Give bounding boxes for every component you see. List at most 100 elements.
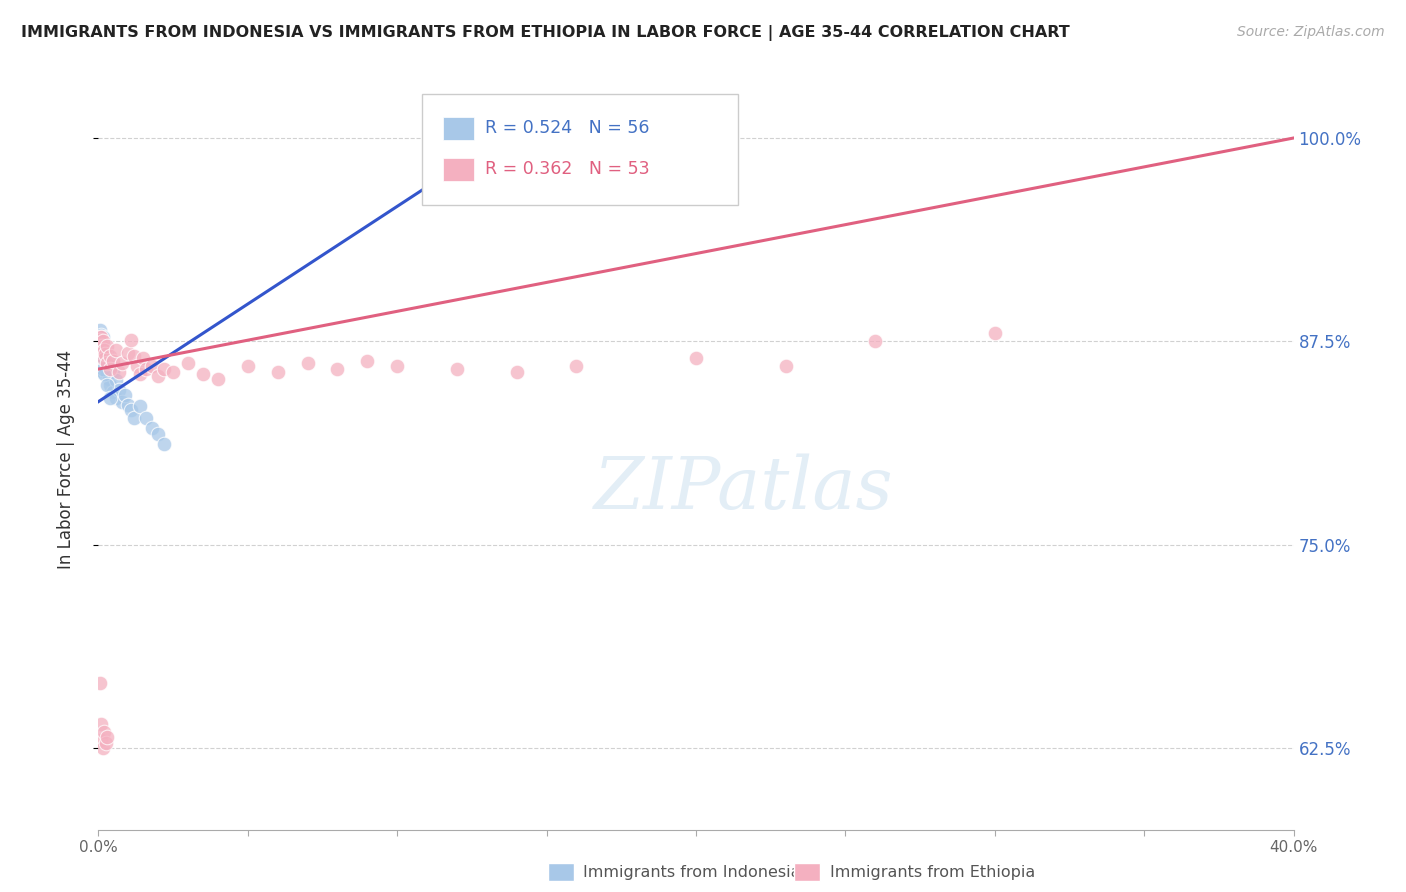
Point: [120, 402, 142, 417]
Point: [96, 339, 118, 353]
Point: [93, 341, 115, 355]
Point: [114, 388, 136, 402]
Point: [90, 346, 112, 360]
Point: [98, 359, 122, 373]
Point: [89, 349, 111, 363]
Text: R = 0.524   N = 56: R = 0.524 N = 56: [485, 120, 650, 137]
Point: [865, 334, 887, 349]
Point: [108, 383, 131, 397]
Point: [96, 730, 118, 744]
Point: [96, 378, 118, 392]
Point: [94, 736, 117, 750]
Point: [93, 339, 115, 353]
Point: [89, 329, 111, 343]
Text: R = 0.362   N = 53: R = 0.362 N = 53: [485, 161, 650, 178]
Point: [89, 343, 111, 357]
Point: [385, 359, 409, 373]
Point: [356, 354, 378, 368]
Point: [89, 333, 111, 347]
Point: [93, 362, 115, 376]
Point: [105, 374, 128, 388]
Point: [103, 365, 125, 379]
Point: [90, 327, 112, 342]
Y-axis label: In Labor Force | Age 35-44: In Labor Force | Age 35-44: [56, 350, 75, 569]
Point: [105, 392, 128, 406]
Text: Source: ZipAtlas.com: Source: ZipAtlas.com: [1237, 25, 1385, 39]
Point: [105, 343, 128, 357]
Point: [153, 437, 176, 451]
Point: [93, 343, 115, 357]
Point: [565, 359, 588, 373]
Point: [91, 334, 114, 349]
Point: [90, 343, 112, 357]
Point: [103, 354, 125, 368]
Point: [984, 326, 1007, 341]
Point: [117, 398, 139, 412]
Point: [129, 367, 152, 381]
Point: [297, 355, 319, 369]
Point: [93, 725, 115, 739]
Point: [90, 352, 112, 367]
Point: [129, 400, 152, 414]
Point: [153, 362, 176, 376]
Point: [94, 349, 117, 363]
Point: [485, 131, 508, 145]
Point: [91, 344, 114, 359]
Text: Immigrants from Indonesia: Immigrants from Indonesia: [583, 865, 801, 880]
Point: [89, 339, 111, 353]
Point: [90, 329, 112, 343]
Point: [685, 351, 707, 365]
Point: [94, 355, 117, 369]
Point: [91, 329, 114, 343]
Point: [141, 420, 163, 434]
Point: [90, 329, 112, 343]
Point: [89, 676, 111, 690]
Text: Immigrants from Ethiopia: Immigrants from Ethiopia: [830, 865, 1035, 880]
Point: [91, 341, 114, 355]
Point: [141, 359, 163, 373]
Point: [98, 349, 122, 363]
Point: [103, 384, 125, 399]
Point: [90, 346, 112, 360]
Point: [98, 392, 122, 406]
Point: [135, 362, 157, 376]
Point: [91, 355, 114, 369]
Point: [207, 372, 229, 386]
Point: [98, 362, 122, 376]
Point: [93, 367, 115, 381]
Point: [148, 427, 170, 442]
Text: ZIPatlas: ZIPatlas: [593, 454, 894, 524]
Point: [132, 351, 155, 365]
Point: [89, 323, 111, 337]
Point: [90, 355, 112, 369]
Point: [267, 365, 290, 379]
Point: [177, 355, 200, 369]
Point: [91, 365, 114, 379]
Point: [96, 367, 118, 381]
Text: IMMIGRANTS FROM INDONESIA VS IMMIGRANTS FROM ETHIOPIA IN LABOR FORCE | AGE 35-44: IMMIGRANTS FROM INDONESIA VS IMMIGRANTS …: [21, 25, 1070, 41]
Point: [94, 347, 117, 361]
Point: [120, 333, 142, 347]
Point: [96, 347, 118, 361]
Point: [191, 367, 214, 381]
Point: [97, 354, 120, 368]
Point: [89, 329, 111, 343]
Point: [93, 352, 115, 367]
Point: [90, 343, 112, 357]
Point: [89, 333, 111, 347]
Point: [162, 365, 184, 379]
Point: [111, 394, 134, 409]
Point: [90, 733, 112, 747]
Point: [97, 372, 120, 386]
Point: [91, 344, 114, 359]
Point: [89, 333, 111, 347]
Point: [117, 346, 139, 360]
Point: [96, 364, 118, 378]
Point: [91, 362, 114, 376]
Point: [91, 339, 114, 353]
Point: [775, 359, 797, 373]
Point: [90, 337, 112, 351]
Point: [90, 337, 112, 351]
Point: [135, 410, 157, 425]
Point: [90, 716, 112, 731]
